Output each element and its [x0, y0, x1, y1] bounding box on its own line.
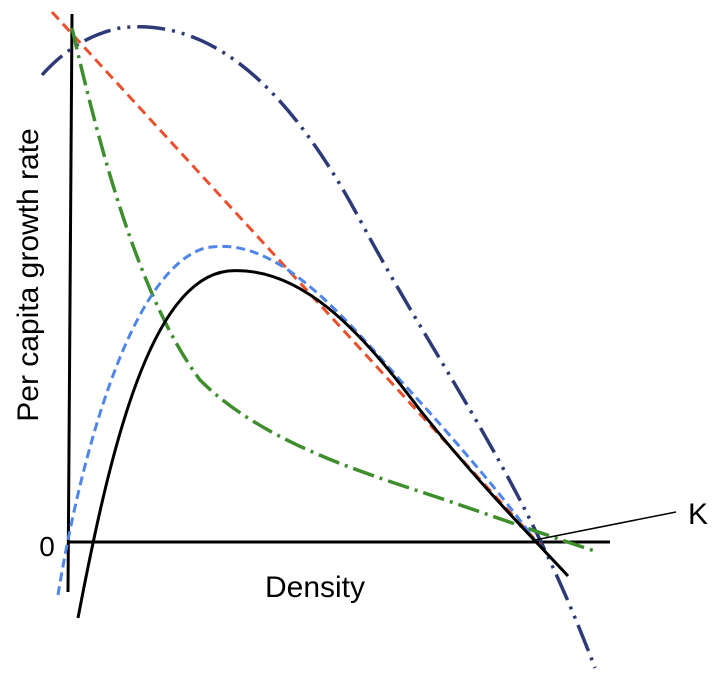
red-dashed-line — [50, 10, 542, 547]
y-axis-label: Per capita growth rate — [12, 128, 45, 421]
k-label: K — [688, 498, 708, 531]
black-solid-curve — [76, 269, 570, 619]
k-pointer-line — [534, 511, 677, 541]
navy-dash-dot-dot-curve — [40, 25, 597, 669]
green-dash-dot-curve — [70, 27, 599, 554]
blue-dashed-curve — [56, 245, 538, 596]
zero-label: 0 — [39, 531, 55, 562]
x-axis-label: Density — [265, 571, 365, 604]
y-axis — [66, 13, 74, 593]
